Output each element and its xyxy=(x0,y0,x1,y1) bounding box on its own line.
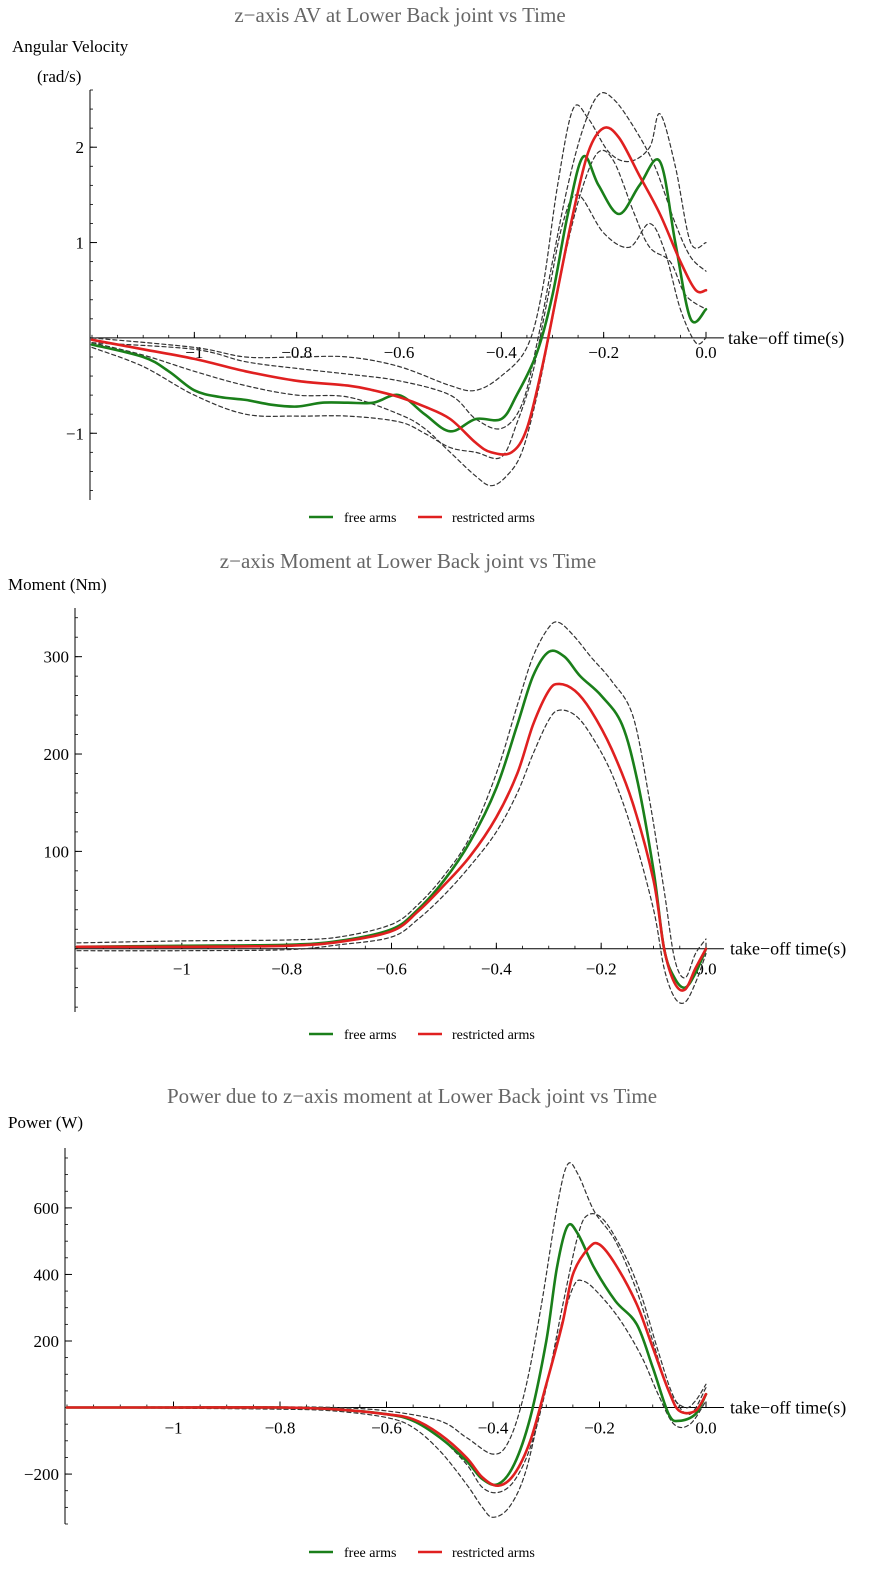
x-tick-label: −0.8 xyxy=(281,343,312,362)
x-tick-label: 0.0 xyxy=(695,1419,716,1438)
series-line-restricted-arms xyxy=(65,1241,708,1488)
x-tick-label: −0.8 xyxy=(271,960,302,979)
y-tick-label: 300 xyxy=(44,648,70,667)
confidence-bound-line xyxy=(91,149,707,487)
x-tick-label: −0.2 xyxy=(588,343,619,362)
legend-label-free-arms: free arms xyxy=(344,511,396,526)
legend-label-restricted-arms: restricted arms xyxy=(452,1546,535,1561)
y-tick-label: 400 xyxy=(34,1265,60,1284)
chart-legend: free arms restricted arms xyxy=(309,1028,535,1043)
x-tick-label: −0.6 xyxy=(376,960,407,979)
x-axis-label: take−off time(s) xyxy=(728,328,844,349)
series-line-free-arms xyxy=(90,154,708,433)
confidence-bound-line xyxy=(66,1162,707,1455)
x-tick-label: −0.4 xyxy=(486,343,517,362)
y-tick-label: 100 xyxy=(44,842,70,861)
y-axis-label: Angular Velocity xyxy=(12,37,129,56)
y-tick-label: 2 xyxy=(76,138,85,157)
y-axis-label: Moment (Nm) xyxy=(8,575,107,594)
legend-label-free-arms: free arms xyxy=(344,1546,396,1561)
y-axis-label: Power (W) xyxy=(8,1113,83,1132)
x-axis-label: take−off time(s) xyxy=(730,939,846,960)
x-tick-label: −0.8 xyxy=(265,1419,296,1438)
chart-title: z−axis Moment at Lower Back joint vs Tim… xyxy=(220,549,596,573)
confidence-bound-line xyxy=(91,104,707,392)
y-tick-label: 200 xyxy=(44,745,70,764)
chart-title: z−axis AV at Lower Back joint vs Time xyxy=(234,3,565,27)
x-tick-label: −1 xyxy=(173,960,191,979)
series-line-restricted-arms xyxy=(90,126,708,456)
x-tick-label: −0.6 xyxy=(371,1419,402,1438)
confidence-bound-line xyxy=(76,709,707,1004)
y-tick-label: −1 xyxy=(66,424,84,443)
y-axis-unit-label: (rad/s) xyxy=(37,67,81,86)
series-line-restricted-arms xyxy=(75,682,708,992)
legend-label-restricted-arms: restricted arms xyxy=(452,511,535,526)
confidence-bound-line xyxy=(91,194,707,460)
chart-panel-2: z−axis Moment at Lower Back joint vs Tim… xyxy=(8,549,846,1043)
x-tick-label: −0.4 xyxy=(481,960,512,979)
y-tick-label: 200 xyxy=(34,1332,60,1351)
x-tick-label: 0.0 xyxy=(695,343,716,362)
y-tick-label: 1 xyxy=(76,234,85,253)
legend-label-free-arms: free arms xyxy=(344,1028,396,1043)
chart-legend: free arms restricted arms xyxy=(309,1546,535,1561)
legend-label-restricted-arms: restricted arms xyxy=(452,1028,535,1043)
confidence-bound-line xyxy=(91,92,707,430)
chart-panel-1: z−axis AV at Lower Back joint vs Time Ang… xyxy=(12,3,844,526)
chart-title: Power due to z−axis moment at Lower Back… xyxy=(167,1084,657,1108)
x-tick-label: −0.2 xyxy=(584,1419,615,1438)
series-line-free-arms xyxy=(65,1222,708,1487)
confidence-bound-line xyxy=(76,621,707,979)
y-tick-label: 600 xyxy=(34,1199,60,1218)
x-tick-label: −0.4 xyxy=(478,1419,509,1438)
confidence-bound-line xyxy=(66,1279,707,1518)
x-axis-label: take−off time(s) xyxy=(730,1398,846,1419)
chart-legend: free arms restricted arms xyxy=(309,511,535,526)
chart-panel-3: Power due to z−axis moment at Lower Back… xyxy=(8,1084,846,1561)
x-tick-label: −1 xyxy=(164,1419,182,1438)
y-tick-label: −200 xyxy=(24,1465,59,1484)
x-tick-label: −0.2 xyxy=(586,960,617,979)
x-tick-label: −0.6 xyxy=(384,343,415,362)
